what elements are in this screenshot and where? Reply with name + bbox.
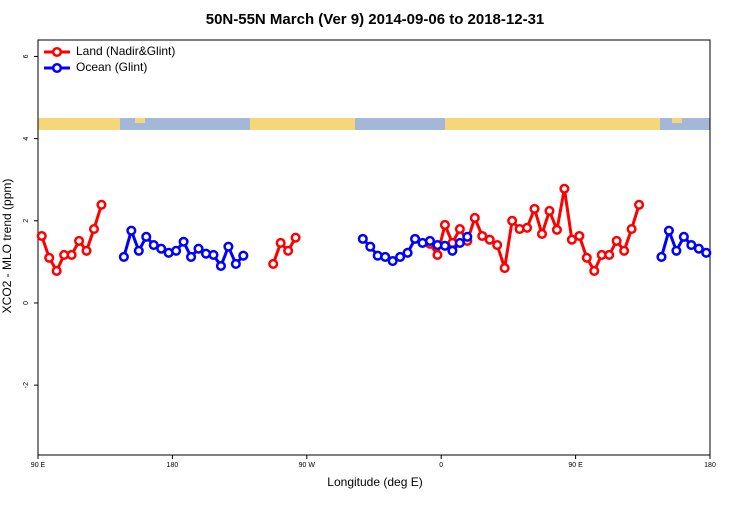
x-tick-label: 90 E	[568, 462, 583, 469]
point	[141, 231, 152, 242]
chart-title: 50N-55N March (Ver 9) 2014-09-06 to 2018…	[206, 11, 545, 28]
point	[536, 228, 548, 239]
point	[439, 240, 450, 251]
point	[178, 236, 189, 247]
point	[574, 230, 585, 242]
point	[693, 243, 704, 254]
map-strip	[38, 118, 710, 130]
point	[290, 232, 301, 243]
y-tick-label: 4	[23, 137, 30, 141]
point	[275, 237, 286, 249]
point	[566, 234, 577, 245]
point	[462, 231, 473, 242]
point	[74, 235, 85, 246]
y-tick-label: 6	[23, 54, 30, 58]
point	[156, 243, 167, 254]
point	[96, 199, 107, 210]
point	[439, 219, 450, 230]
land-strip	[38, 118, 120, 130]
legend-marker	[51, 62, 63, 74]
point	[611, 235, 622, 246]
point	[499, 262, 510, 274]
point	[529, 203, 540, 214]
point	[148, 239, 159, 251]
point	[186, 251, 197, 263]
x-tick-label: 90 W	[299, 462, 316, 469]
legend-label: Land (Nadir&Glint)	[76, 44, 175, 58]
point	[507, 215, 518, 226]
point	[193, 243, 204, 254]
y-axis-label: XCO2 - MLO trend (ppm)	[0, 179, 14, 314]
point	[589, 265, 600, 276]
point	[522, 222, 533, 233]
legend-label: Ocean (Glint)	[76, 60, 147, 74]
point	[365, 241, 376, 252]
point	[380, 251, 391, 263]
x-tick-label: 90 E	[31, 462, 46, 469]
point	[544, 205, 555, 216]
y-tick-label: 2	[23, 219, 30, 223]
point	[215, 260, 226, 272]
point	[410, 233, 421, 244]
point	[492, 239, 503, 251]
point	[36, 230, 47, 242]
point	[223, 241, 234, 252]
point	[581, 252, 592, 263]
point	[663, 225, 674, 236]
y-tick-label: -2	[23, 382, 30, 388]
point	[671, 245, 682, 256]
point	[604, 249, 615, 260]
point	[171, 245, 182, 256]
point	[477, 230, 488, 242]
point	[701, 247, 712, 258]
point	[230, 258, 241, 269]
point	[66, 249, 77, 260]
point	[656, 251, 667, 263]
point	[626, 223, 637, 235]
point	[559, 183, 570, 194]
point	[395, 251, 406, 263]
x-tick-label: 180	[704, 462, 716, 469]
point	[44, 252, 55, 263]
point	[402, 247, 413, 258]
point	[469, 212, 480, 223]
point	[51, 265, 62, 276]
land-strip	[672, 118, 682, 123]
point	[126, 225, 137, 236]
point	[283, 245, 294, 256]
land-strip	[250, 118, 355, 130]
point	[686, 239, 697, 251]
point	[447, 245, 458, 256]
y-tick-label: 0	[23, 301, 30, 305]
land-strip	[135, 118, 145, 123]
point	[634, 199, 645, 210]
point	[268, 258, 279, 269]
point	[424, 235, 436, 246]
point	[208, 249, 219, 260]
x-tick-label: 180	[167, 462, 179, 469]
point	[118, 251, 129, 263]
point	[238, 250, 249, 261]
point	[387, 256, 398, 267]
point	[619, 245, 630, 256]
point	[357, 233, 368, 244]
land-strip	[445, 118, 660, 130]
plot-frame	[37, 39, 711, 456]
point	[678, 231, 689, 242]
point	[133, 245, 144, 256]
x-tick-label: 0	[439, 462, 443, 469]
x-axis-label: Longitude (deg E)	[327, 475, 422, 489]
point	[81, 245, 92, 256]
point	[432, 249, 443, 260]
point	[454, 223, 465, 235]
point	[88, 223, 100, 235]
legend-marker	[51, 46, 63, 58]
point	[551, 224, 562, 235]
point	[484, 234, 495, 245]
point	[454, 237, 465, 249]
